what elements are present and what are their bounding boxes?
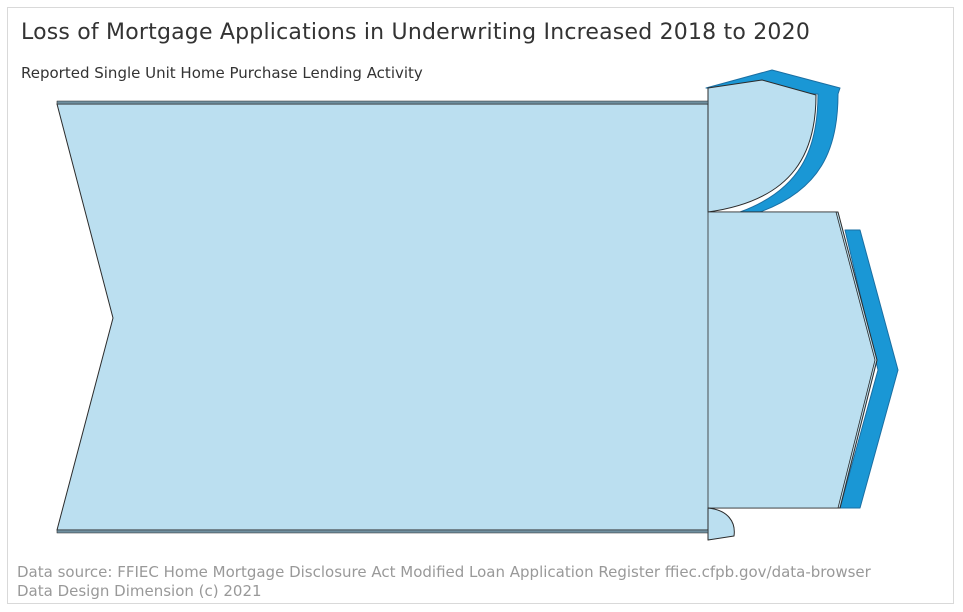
data-source: Data source: FFIEC Home Mortgage Disclos…	[17, 563, 871, 601]
top-edge-line	[56, 100, 709, 105]
source-line: Data source: FFIEC Home Mortgage Disclos…	[17, 563, 871, 581]
middle-branch-shadow	[839, 229, 899, 509]
credit-line: Data Design Dimension (c) 2021	[17, 582, 262, 600]
chart-title: Loss of Mortgage Applications in Underwr…	[21, 20, 811, 45]
top-branch-flow	[707, 79, 817, 213]
bottom-branch-flow	[707, 507, 735, 541]
bottom-edge-line	[56, 529, 709, 534]
middle-branch-flow	[707, 211, 876, 509]
main-flow	[56, 103, 878, 531]
chart-subtitle: Reported Single Unit Home Purchase Lendi…	[21, 64, 423, 82]
